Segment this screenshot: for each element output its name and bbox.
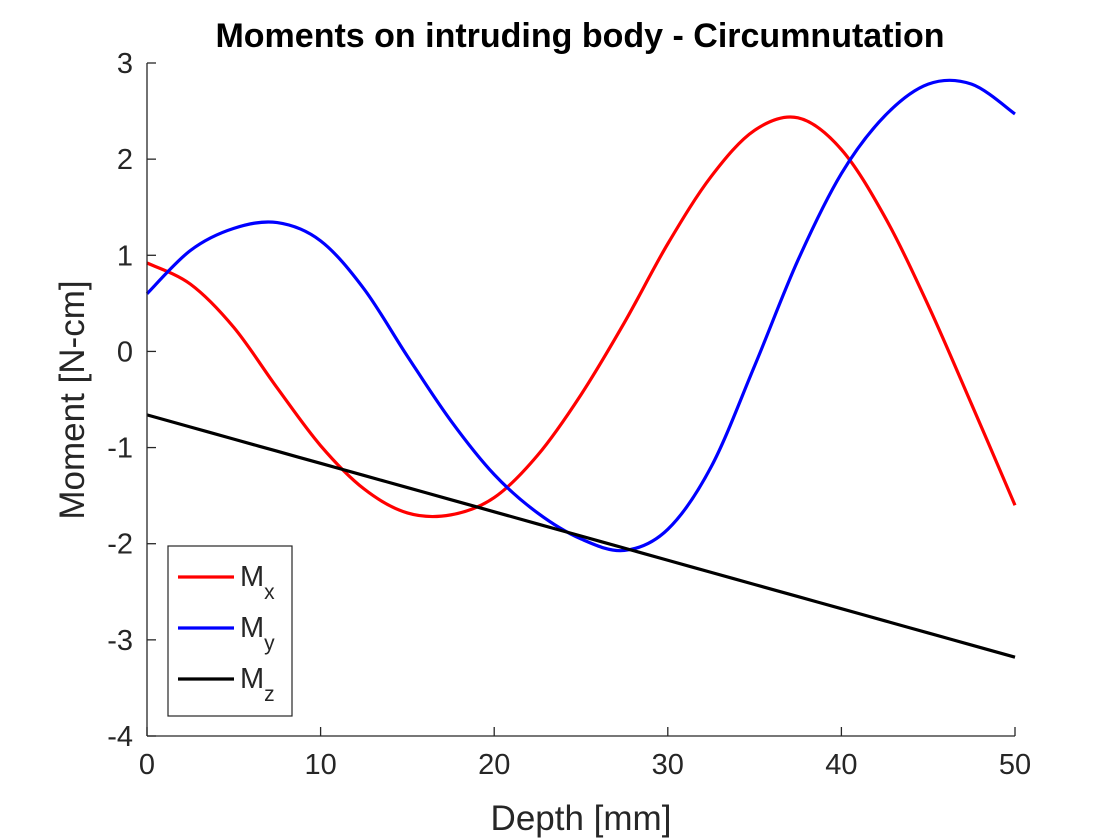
y-tick-label: 1	[117, 240, 133, 272]
x-tick-label: 20	[478, 749, 510, 781]
y-axis-label: Moment [N-cm]	[53, 280, 92, 519]
series-line-mx	[146, 115, 1017, 519]
legend-label-subscript: z	[264, 683, 275, 706]
legend-label-main: M	[240, 612, 264, 644]
x-ticks: 0 10 20 30 40 50	[139, 727, 1031, 781]
y-tick-label: -3	[107, 625, 133, 657]
y-tick-label: -4	[107, 721, 133, 753]
legend-label-main: M	[240, 663, 264, 695]
legend-label-subscript: y	[264, 632, 275, 655]
y-tick-label: 2	[117, 144, 133, 176]
series-line-my	[145, 78, 1016, 553]
y-tick-label: 3	[117, 48, 133, 80]
legend-label-mx: Mx	[240, 561, 275, 604]
x-tick-label: 0	[139, 749, 155, 781]
legend-box	[167, 545, 293, 717]
x-tick-label: 40	[825, 749, 857, 781]
legend-label-mz: Mz	[240, 663, 275, 706]
y-tick-label: 0	[117, 336, 133, 368]
x-tick-label: 10	[304, 749, 336, 781]
series-line-mz	[146, 413, 1016, 659]
x-tick-label: 30	[652, 749, 684, 781]
x-tick-label: 50	[999, 749, 1031, 781]
legend-label-subscript: x	[264, 581, 275, 604]
x-axis-label: Depth [mm]	[491, 799, 672, 838]
series-layer	[145, 78, 1017, 659]
chart-title: Moments on intruding body - Circumnutati…	[215, 17, 944, 55]
axes-layer: 0 10 20 30 40 50 -4 -3 -2 -1 0 1 2 3	[107, 48, 1031, 781]
legend-label-my: My	[240, 612, 275, 655]
y-ticks: -4 -3 -2 -1 0 1 2 3	[107, 48, 156, 753]
y-tick-label: -2	[107, 529, 133, 561]
y-tick-label: -1	[107, 433, 133, 465]
legend-label-main: M	[240, 561, 264, 593]
